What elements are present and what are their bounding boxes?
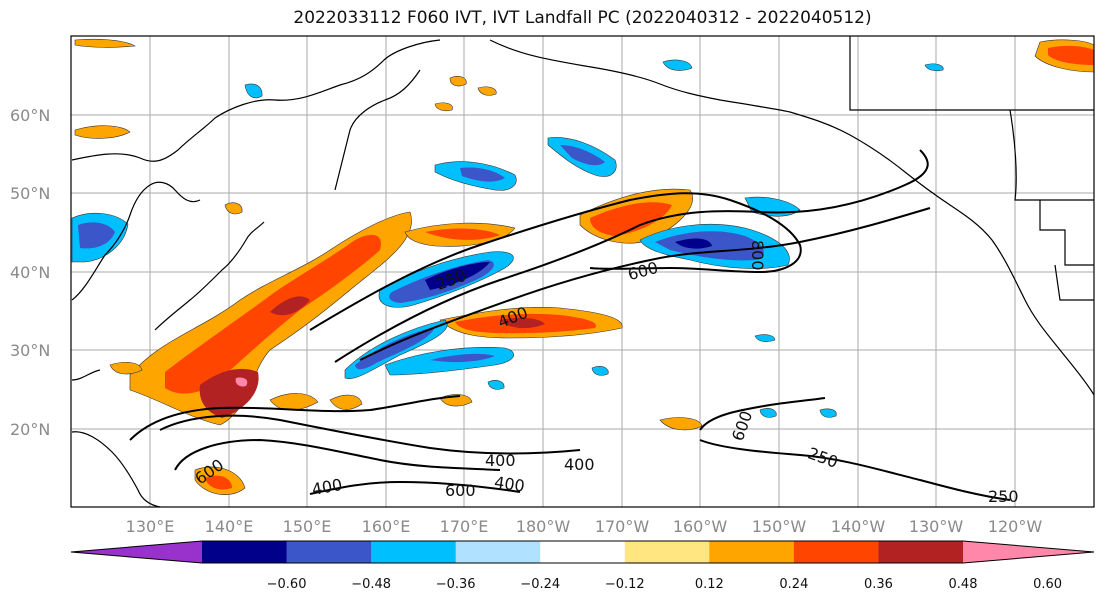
colorbar-segment bbox=[371, 541, 457, 563]
colorbar-tick-label: 0.12 bbox=[695, 577, 724, 592]
colorbar-tick-label: −0.12 bbox=[605, 577, 645, 592]
map-border bbox=[70, 35, 1095, 508]
lat-tick-label: 40°N bbox=[10, 263, 50, 282]
colorbar-segment bbox=[286, 541, 372, 563]
ivt-contours bbox=[129, 149, 1011, 501]
coastlines bbox=[71, 36, 1095, 508]
lon-tick-label: 130°E bbox=[126, 517, 175, 536]
lat-axis: 60°N 50°N 40°N 30°N 20°N bbox=[10, 106, 50, 439]
lon-tick-label: 140°E bbox=[205, 517, 254, 536]
map-title: 2022033112 F060 IVT, IVT Landfall PC (20… bbox=[293, 8, 872, 28]
colorbar-extend-min bbox=[71, 541, 202, 563]
lat-tick-label: 50°N bbox=[10, 184, 50, 203]
lon-tick-label: 150°W bbox=[752, 517, 807, 536]
lon-tick-label: 160°W bbox=[673, 517, 728, 536]
colorbar-tick-label: −0.60 bbox=[267, 577, 307, 592]
colorbar-segment bbox=[709, 541, 795, 563]
colorbar-tick-label: 0.36 bbox=[864, 577, 893, 592]
lon-tick-label: 140°W bbox=[831, 517, 886, 536]
colorbar-extend-max bbox=[963, 541, 1094, 563]
colorbar-outline bbox=[70, 540, 1095, 564]
contour-label: 600 bbox=[445, 481, 476, 500]
colorbar bbox=[70, 540, 1095, 564]
lat-tick-label: 20°N bbox=[10, 420, 50, 439]
colorbar-tick-label: −0.48 bbox=[351, 577, 391, 592]
lon-tick-label: 130°W bbox=[909, 517, 964, 536]
colorbar-segment bbox=[202, 541, 288, 563]
lon-tick-label: 120°W bbox=[988, 517, 1043, 536]
lon-tick-label: 180°W bbox=[516, 517, 571, 536]
contour-label: 250 bbox=[988, 487, 1019, 506]
colorbar-segment bbox=[793, 541, 879, 563]
colorbar-tick-label: −0.24 bbox=[520, 577, 560, 592]
colorbar-tick-label: −0.36 bbox=[436, 577, 476, 592]
colorbar-segment bbox=[878, 541, 964, 563]
lat-tick-label: 30°N bbox=[10, 341, 50, 360]
contour-label: 400 bbox=[485, 451, 516, 470]
lon-tick-label: 150°E bbox=[283, 517, 332, 536]
colorbar-segment bbox=[455, 541, 541, 563]
lat-tick-label: 60°N bbox=[10, 106, 50, 125]
contour-label: 800 bbox=[748, 240, 767, 271]
negative-anomaly-field bbox=[71, 59, 944, 418]
colorbar-tick-label: 0.60 bbox=[1033, 577, 1062, 592]
colorbar-segment bbox=[624, 541, 710, 563]
lon-tick-label: 170°W bbox=[595, 517, 650, 536]
lon-tick-label: 160°E bbox=[362, 517, 411, 536]
colorbar-tick-label: 0.48 bbox=[949, 577, 978, 592]
contour-label: 400 bbox=[564, 455, 595, 474]
positive-anomaly-field bbox=[74, 38, 1095, 495]
contour-label: 400 bbox=[493, 473, 526, 496]
colorbar-tick-label: 0.24 bbox=[779, 577, 808, 592]
colorbar-ticks: −0.60 −0.48 −0.36 −0.24 −0.12 0.12 0.24 … bbox=[267, 577, 1062, 592]
lon-tick-label: 170°E bbox=[440, 517, 489, 536]
colorbar-segment bbox=[540, 541, 626, 563]
lon-axis: 130°E 140°E 150°E 160°E 170°E 180°W 170°… bbox=[126, 517, 1043, 536]
